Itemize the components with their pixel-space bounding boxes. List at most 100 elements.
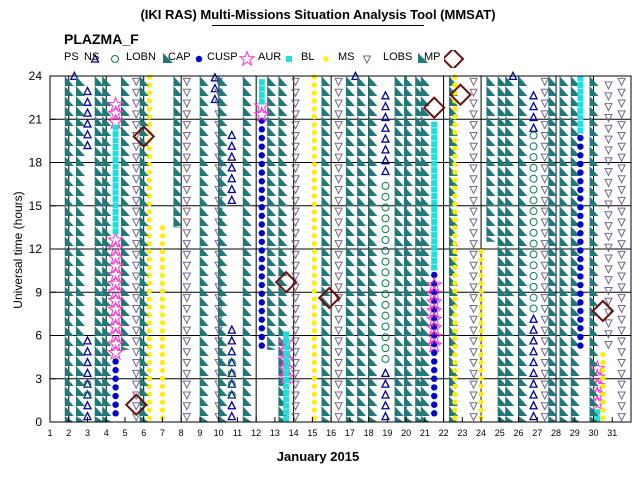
bl-point xyxy=(311,137,317,144)
lobe-segment xyxy=(102,136,112,146)
lobe-segment xyxy=(199,156,209,166)
lobe-segment xyxy=(505,246,515,256)
bl-point xyxy=(311,312,317,318)
cap-point xyxy=(258,143,265,150)
lobe-segment xyxy=(518,86,528,96)
bl-point xyxy=(159,359,166,366)
ms-point xyxy=(131,304,141,314)
aur-point xyxy=(112,137,119,144)
legend-label: LOBS xyxy=(383,51,413,63)
lobe-segment xyxy=(242,136,252,146)
lobe-segment xyxy=(75,76,85,86)
lobe-segment xyxy=(486,86,496,96)
bl-point xyxy=(146,153,152,159)
ms-point xyxy=(469,164,478,174)
lobe-segment xyxy=(173,136,183,146)
lobe-segment xyxy=(102,346,112,356)
cusp-point xyxy=(107,274,125,291)
lobe-segment xyxy=(357,76,367,86)
lobe-segment xyxy=(420,126,430,136)
lobe-segment xyxy=(497,346,507,356)
lobe-segment xyxy=(64,406,74,416)
lobe-segment xyxy=(357,86,367,96)
cusp-point xyxy=(425,327,443,345)
lobe-segment xyxy=(75,206,85,216)
cap-point xyxy=(258,255,265,263)
lobe-segment xyxy=(518,316,528,326)
lobe-segment xyxy=(518,396,528,406)
cusp-point xyxy=(253,97,271,114)
bl-point xyxy=(146,280,152,286)
aur-point xyxy=(431,141,438,148)
lobe-segment xyxy=(102,216,112,226)
lobe-segment xyxy=(420,226,430,236)
bl-point xyxy=(478,336,484,342)
mp-point xyxy=(274,270,298,294)
lobe-segment xyxy=(357,266,367,276)
lobe-segment xyxy=(267,236,277,246)
lobe-segment xyxy=(64,376,74,386)
lobe-segment xyxy=(589,296,599,306)
lobe-segment xyxy=(75,366,85,376)
lobe-segment xyxy=(321,196,331,206)
lobe-segment xyxy=(267,276,277,286)
lobe-segment xyxy=(139,156,149,166)
ms-point xyxy=(334,391,343,401)
cap-point xyxy=(431,375,438,382)
ms-point xyxy=(469,175,478,184)
lobe-segment xyxy=(570,366,580,376)
lobe-segment xyxy=(394,196,404,206)
lobe-segment xyxy=(559,386,569,396)
bl-point xyxy=(159,288,166,294)
lobe-segment xyxy=(518,366,528,376)
aur-point xyxy=(283,363,290,370)
lobe-segment xyxy=(518,326,528,336)
ms-point xyxy=(182,369,192,379)
dot-icon xyxy=(195,55,203,63)
lobe-segment xyxy=(64,296,74,306)
lobe-segment xyxy=(242,326,252,336)
bl-point xyxy=(311,304,317,310)
aur-point xyxy=(283,370,290,377)
aur-point xyxy=(112,131,119,138)
ms-point xyxy=(182,153,192,163)
lobe-segment xyxy=(403,286,413,296)
ps-point xyxy=(380,133,391,143)
lobe-segment xyxy=(199,216,209,226)
lobe-segment xyxy=(321,156,331,166)
lobe-segment xyxy=(267,306,277,316)
lobe-segment xyxy=(94,346,104,356)
lobe-segment xyxy=(102,396,112,406)
ms-point xyxy=(604,81,613,91)
bl-point xyxy=(146,272,152,278)
lobe-segment xyxy=(505,356,515,366)
lobe-segment xyxy=(345,96,355,106)
lobe-segment xyxy=(64,116,74,126)
legend-label: CUSP xyxy=(207,51,238,63)
star-icon xyxy=(238,50,256,67)
bl-point xyxy=(478,375,484,381)
lobe-segment xyxy=(368,406,378,416)
series-mp xyxy=(124,83,615,417)
lobe-segment xyxy=(321,256,331,266)
lobe-segment xyxy=(394,356,404,366)
lobe-segment xyxy=(570,336,580,346)
lobe-segment xyxy=(345,216,355,226)
ps-point xyxy=(380,101,391,111)
lobe-segment xyxy=(218,216,228,226)
bl-point xyxy=(478,320,484,326)
lobe-segment xyxy=(357,396,367,406)
lobe-segment xyxy=(486,116,496,126)
ms-point xyxy=(469,283,478,292)
cap-point xyxy=(577,273,584,280)
lobe-segment xyxy=(518,116,528,126)
bl-point xyxy=(600,415,606,421)
legend-label: AUR xyxy=(258,51,282,63)
lobe-segment xyxy=(420,276,430,286)
triangle-down-icon xyxy=(362,55,372,65)
lobe-segment xyxy=(420,396,430,406)
lobe-segment xyxy=(173,156,183,166)
bl-point xyxy=(146,375,152,381)
ns-point xyxy=(529,239,538,248)
lobe-segment xyxy=(321,336,331,346)
